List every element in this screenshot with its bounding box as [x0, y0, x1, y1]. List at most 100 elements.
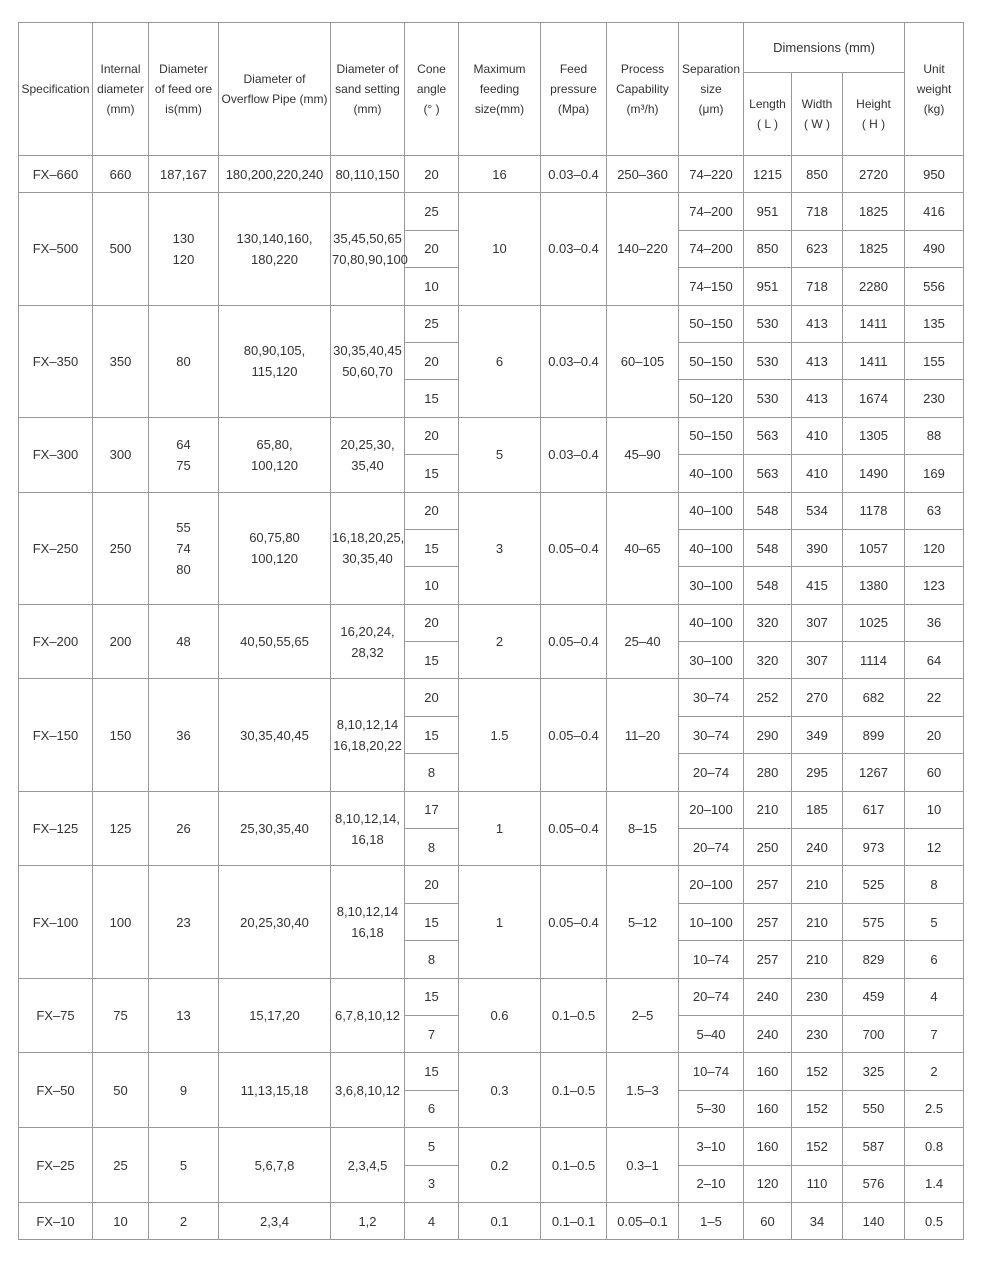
cell-separation-size: 40–100 — [678, 491, 744, 530]
cell-feed-ore: 64 75 — [148, 416, 219, 493]
table-row: FX–100 100 23 20,25,30,40 8,10,12,14 16,18 20… — [18, 865, 965, 979]
table-header: Specification Internal diameter (mm) Diame… — [18, 22, 965, 156]
cell-height: 1305 — [841, 416, 906, 456]
cell-internal-diameter: 150 — [92, 678, 149, 792]
cell-length: 530 — [743, 379, 792, 418]
table-row: FX–500 500 130 120 130,140,160, 180,220 35,4… — [18, 192, 965, 306]
cell-length: 257 — [743, 865, 792, 904]
cell-length: 563 — [743, 416, 792, 456]
cell-separation-size: 2–10 — [678, 1164, 744, 1203]
cell-width: 240 — [791, 828, 843, 867]
cell-height: 550 — [841, 1089, 906, 1129]
cell-overflow-pipe: 5,6,7,8 — [218, 1127, 331, 1203]
cell-feed-pressure: 0.1–0.1 — [540, 1201, 607, 1241]
cell-sand-setting: 16,18,20,25, 30,35,40 — [330, 491, 405, 605]
cell-separation-size: 30–100 — [678, 566, 744, 605]
cell-feed-ore: 26 — [148, 790, 219, 867]
table-row: FX–150 150 36 30,35,40,45 8,10,12,14 16,18,2… — [18, 678, 965, 792]
cell-cone-angle: 15 — [404, 641, 459, 680]
cell-internal-diameter: 350 — [92, 304, 149, 418]
cell-max-feeding: 1 — [458, 865, 541, 979]
table-row: FX–125 125 26 25,30,35,40 8,10,12,14, 16,18 1… — [18, 790, 965, 867]
cell-height: 1025 — [841, 603, 906, 643]
cell-unit-weight: 7 — [904, 1014, 965, 1054]
cell-width: 210 — [791, 865, 843, 904]
cell-overflow-pipe: 80,90,105, 115,120 — [218, 304, 331, 418]
cell-feed-ore: 80 — [148, 304, 219, 418]
cell-width: 210 — [791, 940, 843, 979]
cell-feed-pressure: 0.05–0.4 — [540, 678, 607, 792]
cell-width: 185 — [791, 790, 843, 830]
cell-cone-angle: 17 — [404, 790, 459, 830]
cell-height: 2720 — [841, 154, 906, 194]
cell-separation-size: 74–200 — [678, 192, 744, 231]
cell-cone-angle: 20 — [404, 491, 459, 530]
cell-unit-weight: 0.5 — [904, 1201, 965, 1241]
table-row: FX–660 660 187,167 180,200,220,240 80,110,15… — [18, 154, 965, 194]
column-header: Internal diameter (mm) — [92, 22, 149, 156]
cell-cone-angle: 15 — [404, 902, 459, 942]
cell-separation-size: 50–150 — [678, 341, 744, 381]
cell-sand-setting: 3,6,8,10,12 — [330, 1052, 405, 1129]
cell-max-feeding: 1 — [458, 790, 541, 867]
cell-height: 459 — [841, 977, 906, 1016]
cell-separation-size: 20–100 — [678, 865, 744, 904]
cell-capability: 2–5 — [606, 977, 679, 1054]
dimension-header: Length ( L ) — [743, 72, 792, 156]
cell-spec: FX–10 — [18, 1201, 93, 1241]
cell-sand-setting: 16,20,24, 28,32 — [330, 603, 405, 680]
cell-unit-weight: 36 — [904, 603, 965, 643]
cell-unit-weight: 2 — [904, 1052, 965, 1091]
cell-unit-weight: 10 — [904, 790, 965, 830]
cell-unit-weight: 169 — [904, 454, 965, 493]
cell-cone-angle: 15 — [404, 977, 459, 1016]
cell-length: 548 — [743, 566, 792, 605]
cell-height: 1057 — [841, 528, 906, 568]
cell-unit-weight: 8 — [904, 865, 965, 904]
cell-separation-size: 74–220 — [678, 154, 744, 194]
cell-overflow-pipe: 20,25,30,40 — [218, 865, 331, 979]
cell-length: 530 — [743, 304, 792, 343]
cell-unit-weight: 4 — [904, 977, 965, 1016]
cell-capability: 1.5–3 — [606, 1052, 679, 1129]
cell-feed-ore: 2 — [148, 1201, 219, 1241]
cell-internal-diameter: 50 — [92, 1052, 149, 1129]
cell-sand-setting: 6,7,8,10,12 — [330, 977, 405, 1054]
cell-spec: FX–75 — [18, 977, 93, 1054]
cell-separation-size: 5–40 — [678, 1014, 744, 1054]
cell-width: 413 — [791, 379, 843, 418]
cell-length: 320 — [743, 641, 792, 680]
cell-separation-size: 10–74 — [678, 940, 744, 979]
cell-unit-weight: 2.5 — [904, 1089, 965, 1129]
cell-feed-ore: 13 — [148, 977, 219, 1054]
cell-separation-size: 20–100 — [678, 790, 744, 830]
cell-length: 548 — [743, 528, 792, 568]
cell-length: 257 — [743, 902, 792, 942]
cell-width: 307 — [791, 641, 843, 680]
cell-feed-ore: 48 — [148, 603, 219, 680]
cell-max-feeding: 3 — [458, 491, 541, 605]
cell-length: 280 — [743, 753, 792, 792]
cell-cone-angle: 4 — [404, 1201, 459, 1241]
table-row: FX–300 300 64 75 65,80, 100,120 20,25,30, 35… — [18, 416, 965, 493]
cell-width: 349 — [791, 715, 843, 755]
cell-max-feeding: 0.3 — [458, 1052, 541, 1129]
cell-cone-angle: 20 — [404, 865, 459, 904]
cell-length: 548 — [743, 491, 792, 530]
column-header: Unit weight (kg) — [904, 22, 965, 156]
cell-overflow-pipe: 30,35,40,45 — [218, 678, 331, 792]
table-row: 3 2–10 120 110 576 1.4 — [19, 1164, 965, 1203]
cell-height: 576 — [841, 1164, 906, 1203]
header-row: Specification Internal diameter (mm) Diame… — [18, 22, 965, 156]
cell-overflow-pipe: 60,75,80 100,120 — [218, 491, 331, 605]
cell-width: 718 — [791, 192, 843, 231]
column-header: Specification — [18, 22, 93, 156]
table-row: FX–200 200 48 40,50,55,65 16,20,24, 28,32 20 2… — [18, 603, 965, 680]
cell-sand-setting: 2,3,4,5 — [330, 1127, 405, 1203]
table-row: 15 30–74 290 349 899 20 — [19, 715, 965, 755]
cell-max-feeding: 10 — [458, 192, 541, 306]
cell-unit-weight: 120 — [904, 528, 965, 568]
cell-width: 410 — [791, 454, 843, 493]
cell-length: 563 — [743, 454, 792, 493]
cell-separation-size: 40–100 — [678, 603, 744, 643]
